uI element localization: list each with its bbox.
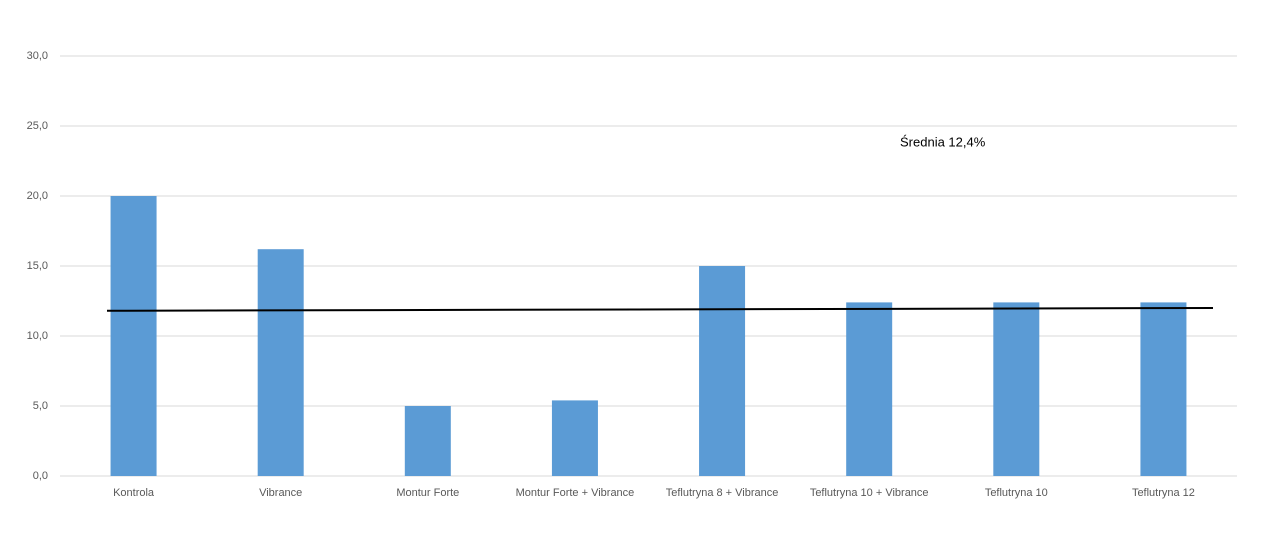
y-tick-label: 25,0: [27, 120, 48, 132]
y-tick-label: 20,0: [27, 190, 48, 202]
x-tick-label: Teflutryna 10: [985, 487, 1048, 499]
bar: [993, 302, 1040, 476]
mean-line: [106, 307, 1214, 312]
x-tick-label: Teflutryna 10 + Vibrance: [810, 487, 929, 499]
x-tick-label: Montur Forte + Vibrance: [516, 487, 635, 499]
bar: [1140, 302, 1187, 476]
bar: [404, 406, 451, 476]
x-tick-label: Kontrola: [113, 487, 155, 499]
x-tick-label: Teflutryna 12: [1132, 487, 1195, 499]
x-tick-label: Teflutryna 8 + Vibrance: [666, 487, 779, 499]
bar: [257, 249, 304, 476]
x-tick-label: Montur Forte: [396, 487, 459, 499]
y-tick-label: 5,0: [33, 400, 48, 412]
bar: [551, 400, 598, 476]
bar: [699, 266, 746, 476]
y-tick-label: 0,0: [33, 470, 48, 482]
y-tick-label: 15,0: [27, 260, 48, 272]
x-tick-label: Vibrance: [259, 487, 302, 499]
y-tick-label: 30,0: [27, 50, 48, 62]
annotation: Średnia 12,4%: [900, 134, 986, 149]
bar: [110, 196, 157, 476]
bar: [846, 302, 893, 476]
y-tick-label: 10,0: [27, 330, 48, 342]
